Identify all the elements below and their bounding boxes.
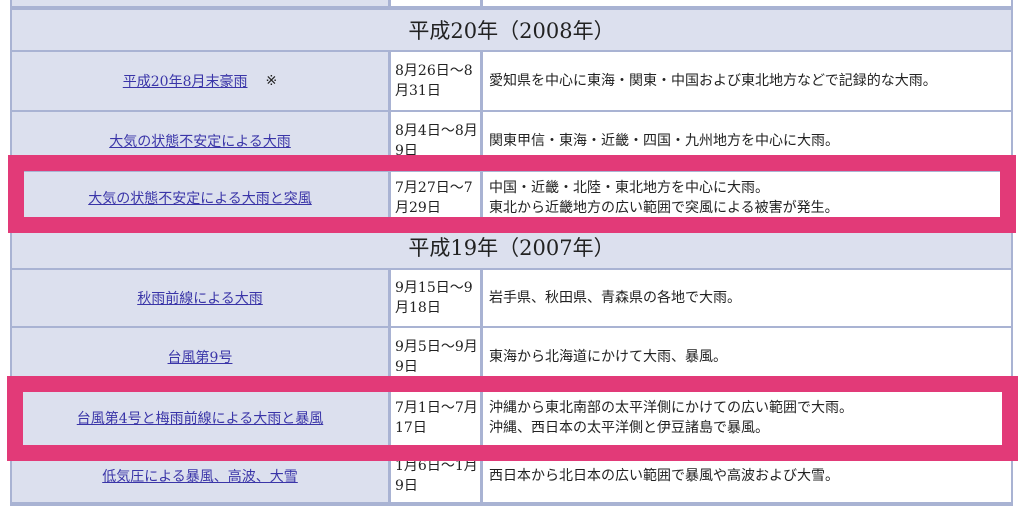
desc-cell: 愛知県を中心に東海・関東・中国および東北地方などで記録的な大雨。 [483, 52, 1011, 110]
table-row: 低気圧による暴風、高波、大雪 1月6日～1月9日 西日本から北日本の広い範囲で暴… [12, 450, 1011, 502]
desc-cell: 西日本から北日本の広い範囲で暴風や高波および大雪。 [483, 450, 1011, 502]
date-cell: 9月5日～9月9日 [391, 328, 480, 386]
date-cell: 8月26日～8月31日 [391, 52, 480, 110]
year-header: 平成20年（2008年） [12, 10, 1011, 50]
event-link[interactable]: 平成20年8月末豪雨 [122, 74, 248, 90]
desc-cell: 東海から北海道にかけて大雨、暴風。 [483, 328, 1011, 386]
event-link[interactable]: 大気の状態不安定による大雨と突風 [88, 191, 312, 207]
event-link[interactable]: 低気圧による暴風、高波、大雪 [102, 469, 298, 485]
event-link[interactable]: 大気の状態不安定による大雨 [109, 134, 291, 150]
date-cell: 1月6日～1月9日 [391, 450, 480, 502]
name-cell: 低気圧による暴風、高波、大雪 [12, 450, 388, 502]
table-row: 秋雨前線による大雨 9月15日～9月18日 岩手県、秋田県、青森県の各地で大雨。 [12, 270, 1011, 326]
date-cell [391, 0, 480, 6]
year-header: 平成19年（2007年） [12, 226, 1011, 268]
name-cell: 大気の状態不安定による大雨 [12, 112, 388, 170]
table-row: 大気の状態不安定による大雨と突風 7月27日～7月29日 中国・近畿・北陸・東北… [12, 172, 1011, 224]
date-cell: 9月15日～9月18日 [391, 270, 480, 326]
date-cell: 7月1日～7月17日 [391, 388, 480, 448]
year-header-row: 平成19年（2007年） [12, 226, 1011, 268]
event-link[interactable]: 秋雨前線による大雨 [137, 291, 263, 307]
year-header-row: 平成20年（2008年） [12, 10, 1011, 50]
event-link[interactable]: 台風第4号と梅雨前線による大雨と暴風 [76, 411, 324, 427]
event-link[interactable]: 台風第9号 [167, 350, 233, 366]
date-cell: 7月27日～7月29日 [391, 172, 480, 224]
disaster-table: 平成20年（2008年） 平成20年8月末豪雨 ※ 8月26日～8月31日 愛知県を… [10, 0, 1013, 506]
name-cell: 台風第9号 [12, 328, 388, 386]
name-cell [12, 0, 388, 6]
note-mark: ※ [265, 73, 278, 89]
table-row-partial [12, 0, 1011, 6]
table-row: 平成20年8月末豪雨 ※ 8月26日～8月31日 愛知県を中心に東海・関東・中国お… [12, 52, 1011, 110]
table-row: 台風第9号 9月5日～9月9日 東海から北海道にかけて大雨、暴風。 [12, 328, 1011, 386]
name-cell: 秋雨前線による大雨 [12, 270, 388, 326]
desc-cell: 中国・近畿・北陸・東北地方を中心に大雨。 東北から近畿地方の広い範囲で突風による… [483, 172, 1011, 224]
date-cell: 8月4日～8月9日 [391, 112, 480, 170]
name-cell: 大気の状態不安定による大雨と突風 [12, 172, 388, 224]
table-row: 台風第4号と梅雨前線による大雨と暴風 7月1日～7月17日 沖縄から東北南部の太… [12, 388, 1011, 448]
name-cell: 平成20年8月末豪雨 ※ [12, 52, 388, 110]
table-row: 大気の状態不安定による大雨 8月4日～8月9日 関東甲信・東海・近畿・四国・九州… [12, 112, 1011, 170]
name-cell: 台風第4号と梅雨前線による大雨と暴風 [12, 388, 388, 448]
desc-cell: 岩手県、秋田県、青森県の各地で大雨。 [483, 270, 1011, 326]
desc-cell: 関東甲信・東海・近畿・四国・九州地方を中心に大雨。 [483, 112, 1011, 170]
desc-cell [483, 0, 1011, 6]
desc-cell: 沖縄から東北南部の太平洋側にかけての広い範囲で大雨。 沖縄、西日本の太平洋側と伊… [483, 388, 1011, 448]
